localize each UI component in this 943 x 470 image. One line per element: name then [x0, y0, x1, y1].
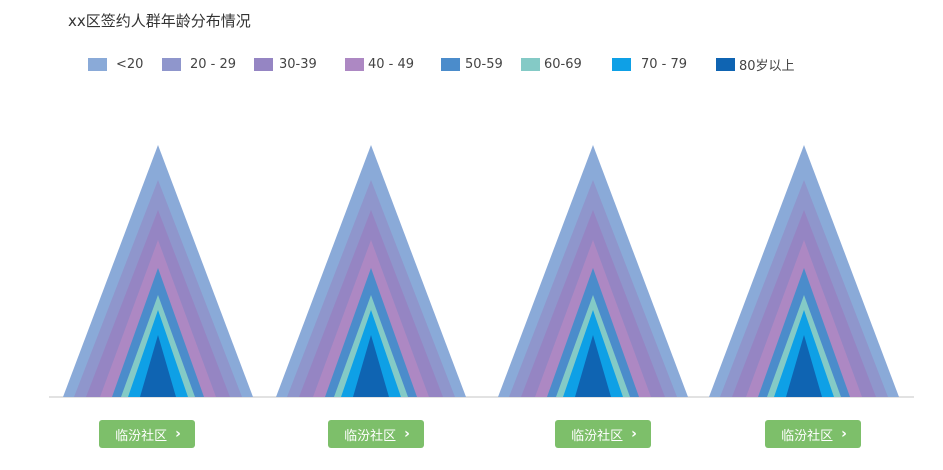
- legend-label: 40 - 49: [368, 56, 415, 72]
- legend-item-70-79[interactable]: 70 - 79: [612, 56, 687, 72]
- legend-label: <20: [116, 56, 144, 72]
- legend-label: 50-59: [465, 56, 503, 72]
- legend-swatch: [716, 57, 735, 71]
- legend-swatch: [345, 57, 364, 71]
- legend-swatch: [612, 57, 631, 71]
- legend-swatch: [441, 57, 460, 71]
- legend-item-50-59[interactable]: 50-59: [441, 56, 503, 72]
- pyramid-3-layer-8: [575, 335, 611, 397]
- legend-swatch: [162, 57, 181, 71]
- legend-item-60-69[interactable]: 60-69: [521, 56, 582, 72]
- community-button-label: 临汾社区: [115, 428, 168, 444]
- chevron-right-icon: ›: [841, 426, 847, 442]
- pyramid-2-layer-8: [353, 335, 389, 397]
- legend-swatch: [88, 57, 107, 71]
- community-button-2[interactable]: 临汾社区 ›: [328, 420, 424, 448]
- legend-item-30-39[interactable]: 30-39: [254, 56, 317, 72]
- legend-item-under-20[interactable]: <20: [88, 56, 143, 72]
- community-button-label: 临汾社区: [571, 428, 624, 444]
- legend-swatch: [254, 57, 273, 71]
- pyramid-1-layer-8: [140, 335, 176, 397]
- legend-item-40-49[interactable]: 40 - 49: [345, 56, 414, 72]
- chevron-right-icon: ›: [631, 426, 637, 442]
- legend-label: 80岁以上: [739, 58, 795, 74]
- chevron-right-icon: ›: [175, 426, 181, 442]
- community-button-label: 临汾社区: [781, 428, 834, 444]
- legend-label: 60-69: [544, 56, 582, 72]
- pyramid-group: [63, 145, 899, 397]
- community-button-label: 临汾社区: [344, 428, 397, 444]
- chart-legend: <20 20 - 29 30-39 40 - 49 50-59 60-69 70…: [88, 56, 848, 76]
- community-button-3[interactable]: 临汾社区 ›: [555, 420, 651, 448]
- community-button-1[interactable]: 临汾社区 ›: [99, 420, 195, 448]
- legend-swatch: [521, 57, 540, 71]
- chevron-right-icon: ›: [404, 426, 410, 442]
- legend-label: 30-39: [279, 56, 317, 72]
- chart-title: xx区签约人群年龄分布情况: [68, 12, 251, 30]
- community-button-4[interactable]: 临汾社区 ›: [765, 420, 861, 448]
- legend-item-80-plus[interactable]: 80岁以上: [716, 56, 795, 74]
- pyramid-4-layer-8: [786, 335, 822, 397]
- legend-item-20-29[interactable]: 20 - 29: [162, 56, 236, 72]
- legend-label: 70 - 79: [641, 56, 688, 72]
- legend-label: 20 - 29: [190, 56, 237, 72]
